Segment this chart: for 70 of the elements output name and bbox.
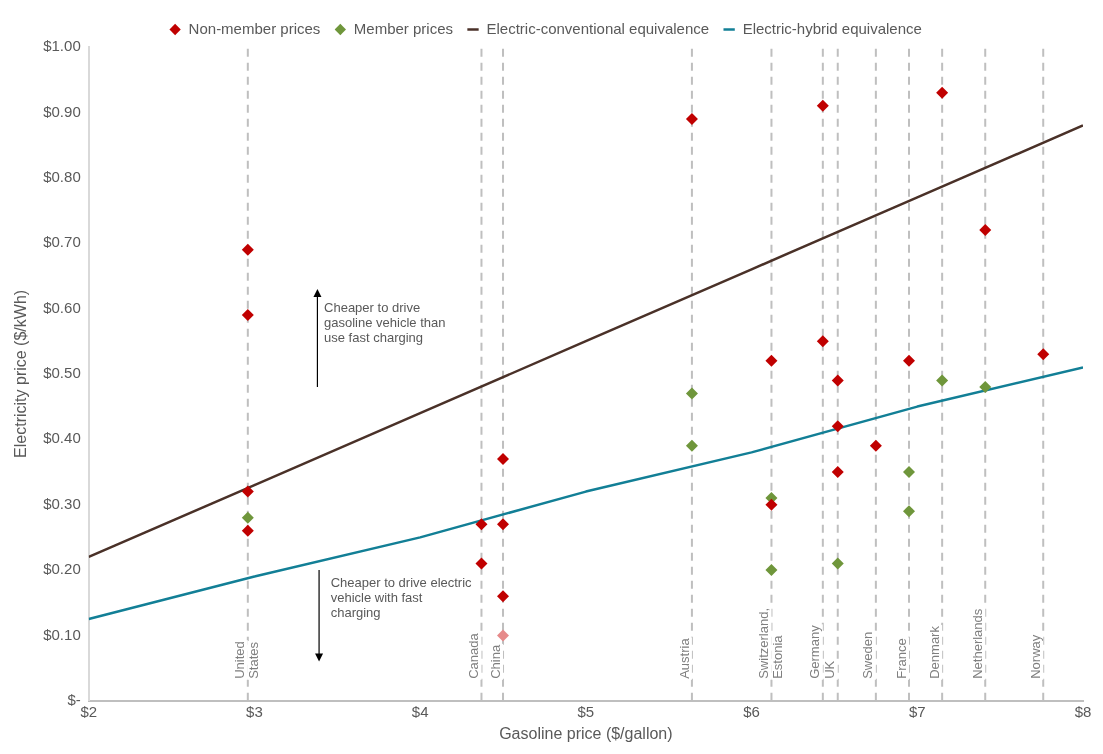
ref-line-label: Austria <box>676 637 692 679</box>
point <box>241 243 254 256</box>
y-tick-label: $0.70 <box>43 233 81 251</box>
point <box>831 420 844 433</box>
ref-line-label: France <box>893 638 909 679</box>
point <box>979 380 992 393</box>
point <box>241 485 254 498</box>
ref-line-label: Sweden <box>860 631 876 679</box>
y-tick-label: $0.80 <box>43 167 81 185</box>
y-tick-label: $0.90 <box>43 102 81 120</box>
point <box>765 498 778 511</box>
point <box>241 309 254 322</box>
point <box>497 629 510 642</box>
legend-label: Member prices <box>353 19 454 37</box>
point <box>831 374 844 387</box>
x-tick-label: $6 <box>743 702 760 720</box>
point <box>475 557 488 570</box>
point <box>869 439 882 452</box>
point <box>497 518 510 531</box>
ref-line-label: China <box>487 644 503 679</box>
ref-line-label: Denmark <box>926 625 942 679</box>
x-tick-label: $3 <box>246 702 263 720</box>
point <box>765 564 778 577</box>
point <box>475 518 488 531</box>
ref-line-label: Canada <box>466 632 482 679</box>
ref-line-label: Netherlands <box>969 608 985 679</box>
x-tick-label: $8 <box>1074 702 1092 720</box>
x-tick-label: $2 <box>80 702 98 720</box>
ref-line-label: Norway <box>1027 634 1043 679</box>
point <box>497 590 510 603</box>
y-tick-label: $0.20 <box>43 560 81 578</box>
point <box>685 112 698 125</box>
point <box>241 524 254 537</box>
point <box>497 452 510 465</box>
ref-line-label: UK <box>822 660 838 679</box>
x-tick-label: $4 <box>411 702 429 720</box>
y-tick-label: $- <box>67 690 81 708</box>
annotation: Cheaper to drive gasoline vehicle than use fast charging <box>324 300 446 346</box>
y-tick-label: $1.00 <box>43 37 81 55</box>
point <box>241 511 254 524</box>
y-tick-label: $0.10 <box>43 625 81 643</box>
legend-label: Non-member prices <box>188 19 321 37</box>
x-tick-label: $5 <box>577 702 595 720</box>
y-axis-title: Electricity price ($/kWh) <box>12 289 30 458</box>
point <box>936 374 949 387</box>
point <box>903 354 915 367</box>
point <box>936 86 949 99</box>
x-axis-title: Gasoline price ($/gallon) <box>499 724 673 742</box>
point <box>816 335 829 348</box>
ref-line-label: Switzerland, Estonia <box>756 607 786 679</box>
annotation: Cheaper to drive electric vehicle with fast charging <box>330 574 473 620</box>
legend-label: Electric-hybrid equivalence <box>742 19 922 37</box>
point <box>765 354 778 367</box>
y-tick-label: $0.60 <box>43 298 81 316</box>
point <box>685 387 698 400</box>
ref-line-label: Germany <box>807 624 823 679</box>
point <box>903 465 915 478</box>
point <box>831 557 844 570</box>
point <box>979 224 992 237</box>
point <box>1037 348 1050 361</box>
x-tick-label: $7 <box>908 702 926 720</box>
point <box>831 465 844 478</box>
legend-label: Electric-conventional equivalence <box>486 19 710 37</box>
point <box>903 505 915 518</box>
y-tick-label: $0.40 <box>43 429 81 447</box>
point <box>685 439 698 452</box>
y-tick-label: $0.30 <box>43 494 81 512</box>
point <box>816 99 829 112</box>
ref-line-label: United States <box>232 641 262 679</box>
y-tick-label: $0.50 <box>43 364 81 382</box>
